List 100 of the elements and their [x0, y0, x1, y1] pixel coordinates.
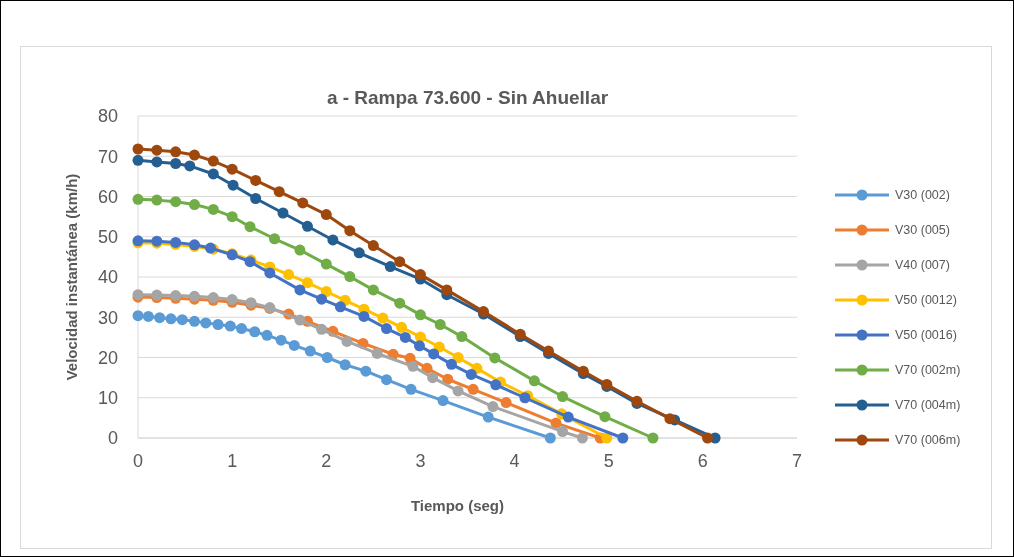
point [249, 326, 261, 338]
point [437, 395, 449, 407]
y-tick-label: 0 [107, 428, 118, 449]
x-tick-label: 7 [791, 451, 803, 471]
point [434, 319, 446, 330]
point [562, 411, 574, 423]
point [452, 352, 464, 363]
point [170, 158, 182, 169]
point [304, 345, 316, 357]
point [244, 221, 256, 233]
point [456, 331, 468, 343]
x-tick-label: 0 [132, 451, 144, 471]
point [226, 163, 238, 175]
point [170, 146, 182, 158]
point [414, 331, 426, 343]
legend-label: V70 (002m) [895, 363, 961, 378]
point [184, 160, 196, 172]
point [301, 277, 313, 289]
point [381, 374, 393, 386]
point [264, 267, 276, 279]
point [702, 432, 714, 444]
point [384, 261, 396, 273]
point [207, 155, 219, 167]
x-axis-title: Tiempo (seg) [410, 497, 505, 514]
y-tick-label: 10 [97, 388, 118, 409]
point [467, 383, 479, 395]
point [275, 334, 287, 346]
point [294, 244, 306, 256]
y-tick-label: 50 [97, 227, 118, 248]
point [647, 432, 659, 444]
point [482, 411, 494, 423]
point [132, 143, 144, 155]
point [353, 247, 365, 259]
point [224, 320, 236, 332]
point [557, 426, 569, 438]
point [226, 211, 238, 223]
point [446, 358, 457, 370]
point [664, 413, 676, 425]
x-tick-label: 6 [697, 451, 708, 471]
point [341, 335, 353, 347]
legend-label: V40 (007) [895, 258, 950, 273]
point [367, 240, 379, 252]
point [528, 375, 540, 387]
point [250, 193, 262, 205]
point [339, 359, 351, 371]
point [301, 220, 313, 232]
legend-label: V30 (005) [895, 223, 950, 238]
point [490, 379, 502, 391]
point [371, 347, 383, 359]
point [261, 329, 273, 341]
point [334, 301, 346, 313]
point [151, 194, 163, 206]
point [617, 432, 629, 444]
point [132, 193, 144, 205]
x-tick-label: 2 [321, 451, 332, 471]
point [320, 285, 332, 297]
point [396, 321, 408, 333]
x-tick-label: 3 [415, 451, 426, 471]
point [316, 293, 328, 305]
point [320, 209, 332, 221]
point [283, 269, 295, 281]
point [427, 372, 439, 384]
point [367, 284, 379, 296]
point [316, 323, 328, 335]
point [151, 156, 163, 168]
legend-label: V70 (006m) [895, 433, 961, 448]
point [394, 256, 406, 268]
y-tick-label: 30 [97, 307, 118, 328]
point [132, 310, 144, 322]
point [399, 331, 411, 343]
point [441, 284, 453, 296]
point [170, 196, 182, 208]
point [176, 314, 188, 326]
point [452, 385, 464, 397]
point [358, 310, 370, 322]
point [320, 258, 332, 270]
point [165, 313, 177, 325]
point [188, 315, 200, 327]
point [212, 319, 224, 330]
point [288, 339, 300, 351]
point [269, 233, 281, 245]
y-axis-title: Velocidad instantánea (km/h) [63, 173, 80, 381]
y-tick-label: 60 [97, 186, 118, 207]
point [360, 365, 372, 377]
point [294, 314, 306, 326]
point [277, 207, 289, 219]
point [500, 397, 512, 409]
point [297, 197, 309, 209]
y-tick-label: 40 [97, 267, 118, 288]
point [489, 352, 501, 364]
legend-label: V50 (0016) [895, 328, 957, 343]
legend-label: V30 (002) [895, 188, 950, 203]
point [414, 309, 426, 321]
point [200, 317, 212, 329]
legend-label: V50 (0012) [895, 293, 957, 308]
point [142, 310, 154, 322]
point [442, 373, 454, 385]
point [601, 432, 613, 444]
point [544, 432, 556, 444]
point [405, 383, 417, 395]
